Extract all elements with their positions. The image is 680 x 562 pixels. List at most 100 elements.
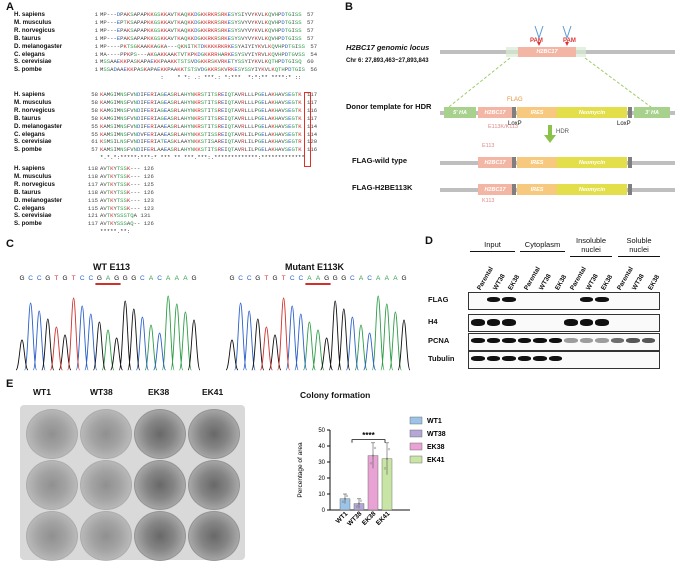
blot-band [471,338,485,343]
seq-start: 1 [94,11,98,18]
species-label: D. melanogaster [14,42,63,50]
alignment-sequence: MP----PKTSGKAAKKAGKA---QKNITKTDKKKKRKRKE… [100,42,305,50]
seq-end: 57 [310,42,318,50]
seq-start: 1 [94,66,98,74]
alignment-sequence: MP---EPTKSAPAPKKGSKKAVTKAQKKDGKKRKRSRKES… [100,18,302,26]
seq-end: 126 [143,188,154,196]
species-label: S. pombe [14,66,42,74]
flag-label: FLAG [507,97,523,103]
blot-band [502,356,516,361]
seq-start: 58 [91,106,98,114]
y-tick-label: 40 [318,444,325,450]
chart-title: Colony formation [300,390,371,400]
alignment-sequence: KAMSIMNSFVNDVFERIAAEASRLAHYNKKSTISSREIQT… [100,130,302,138]
seq-end: 54 [310,50,318,58]
species-label: R. norvegicus [14,180,55,188]
base-call: T [54,275,58,282]
culture-well [80,409,132,459]
e113-highlight-box [304,92,311,167]
data-point [357,502,361,505]
species-label: D. melanogaster [14,122,63,130]
species-label: C. elegans [14,204,45,212]
species-label: D. melanogaster [14,196,63,204]
base-call: C [80,275,85,282]
culture-well [80,460,132,510]
legend-swatch [409,455,423,464]
panel-a-label: A [6,1,14,13]
base-call: C [88,275,93,282]
seq-start: 115 [87,196,98,204]
culture-well [188,409,240,459]
trace-C [24,302,167,371]
seq-end: 123 [143,204,154,212]
blot-band [502,338,516,343]
pam-label-1: PAM [530,38,543,44]
alignment-sequence: KAMGIMNSFVNDIFERIAGEASRLAHYNKRSTITSREIQT… [100,106,302,114]
base-call: A [166,275,171,282]
group-underline [470,251,515,252]
legend-label: WT38 [427,431,446,438]
alignment-sequence: AVTKYTSSK--- [100,204,141,212]
blot-band [579,319,593,326]
seq-start: 58 [91,114,98,122]
seq-end: 117 [307,98,318,106]
significance-bracket [351,439,386,443]
blot-band [471,356,485,361]
seq-end: 131 [140,212,151,220]
seq-end: 126 [143,172,154,180]
base-call: G [255,275,260,282]
legend-swatch [409,416,423,425]
trace-T [49,297,81,371]
y-tick-label: 20 [318,476,325,482]
seq-start: 1 [94,18,98,26]
seq-end: 126 [143,220,154,228]
group-underline [618,256,660,257]
species-label: R. norvegicus [14,106,55,114]
fraction-label: Input [484,240,501,249]
three-ha-box: 3' HA [634,107,670,118]
alignment-sequence: MSSADAAEKKPASKAPAEKKPAAKKTSTSVDGKKRSKVRK… [100,66,305,74]
seq-end: 117 [307,91,318,98]
seq-start: 55 [91,122,98,130]
base-call: G [114,275,119,282]
culture-well [134,511,186,561]
blot-band [564,319,578,326]
species-label: S. pombe [14,146,42,154]
data-point [371,454,375,457]
seq-start: 61 [91,138,98,146]
e113k-mark: E113K/K113 [488,124,519,130]
trace-T [259,297,291,371]
base-call: A [393,275,398,282]
blot-band [502,319,516,326]
culture-well [26,409,78,459]
seq-end: 116 [307,146,318,154]
base-call: T [72,275,76,282]
trace-G [225,300,411,371]
flag-tag-wt [512,157,516,168]
base-call: G [19,275,24,282]
base-call: T [264,275,268,282]
blot-band [471,319,485,326]
plate-column-label: WT38 [90,387,113,397]
blot-band [595,319,609,326]
seq-start: 1 [94,58,98,66]
trace-C [234,302,377,371]
base-call: C [157,275,162,282]
group-underline [570,256,612,257]
base-call: G [341,275,346,282]
y-tick-label: 50 [318,428,325,434]
alignment-sequence: KAMGIMNSFVNDIFERIAGEASRLAHYNKRSTITSREIQT… [100,91,302,98]
ires-box: IRES [517,107,557,118]
alignment-sequence: AVTKYSSSAQ-- [100,220,141,228]
legend-label: WT1 [427,418,442,425]
fraction-label: Insoluble nuclei [575,236,607,254]
e113-label: E113 [482,143,495,149]
legend-label: EK38 [427,444,445,451]
seq-end: 120 [307,138,318,146]
blot-band [595,338,609,343]
blot-row-label: H4 [428,317,438,326]
culture-well [134,409,186,459]
blot-band [641,338,655,343]
